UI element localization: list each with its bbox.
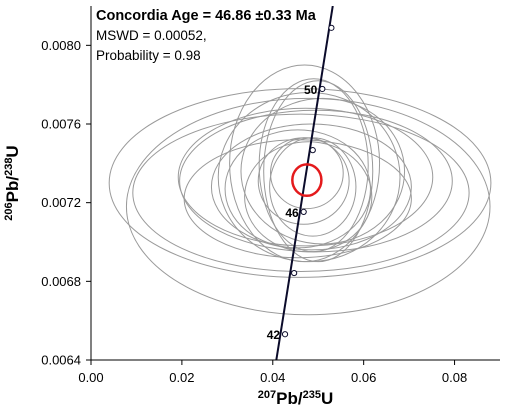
x-axis-label-sup1: 207	[258, 389, 276, 401]
error-ellipse-3	[132, 113, 470, 272]
concordia-age-text: Concordia Age = 46.86 ±0.33 Ma	[96, 8, 317, 24]
age-marker-44	[291, 269, 298, 277]
x-tick-label: 0.04	[260, 370, 285, 385]
x-tick-label: 0.08	[442, 370, 467, 385]
y-tick-label: 0.0076	[41, 117, 81, 132]
concordia-age-ellipse	[291, 163, 323, 198]
error-ellipse-2	[125, 97, 491, 316]
x-tick-label: 0.06	[351, 370, 376, 385]
concordia-curve	[275, 6, 334, 360]
y-tick-label: 0.0072	[41, 195, 81, 210]
y-axis-label-sup1: 206	[3, 202, 15, 220]
x-tick-label: 0.00	[78, 370, 103, 385]
age-label-46: 46	[285, 206, 299, 220]
y-axis-label-sup2: 238	[3, 158, 15, 176]
y-axis-label: 206Pb/238U	[3, 145, 22, 220]
labels: 42 46 50 0.00 0.02 0.04 0.06 0.08 0.0064 0.0068 0.…	[3, 8, 467, 408]
y-axis-label-tail: U	[3, 145, 22, 157]
probability-text: Probability = 0.98	[96, 48, 201, 63]
error-ellipse-7	[229, 64, 381, 263]
y-tick-label: 0.0068	[41, 274, 81, 289]
error-ellipse-1	[108, 88, 492, 278]
y-tick-label: 0.0064	[41, 353, 81, 368]
concordia-curve-layer	[275, 6, 335, 360]
age-marker-52	[328, 24, 335, 31]
x-axis-label-sup2: 235	[303, 389, 321, 401]
axes	[86, 6, 500, 365]
error-ellipse-5	[183, 139, 412, 259]
error-ellipse-9	[263, 80, 374, 263]
error-ellipse-10	[244, 141, 373, 253]
age-marker-50	[319, 85, 326, 93]
y-axis-label-base: Pb/	[3, 176, 22, 203]
age-marker-46	[300, 208, 307, 216]
x-axis-label-tail: U	[321, 389, 333, 408]
error-ellipses	[108, 64, 492, 316]
y-tick-label: 0.0080	[41, 38, 81, 53]
x-tick-label: 0.02	[169, 370, 194, 385]
age-label-42: 42	[267, 328, 281, 342]
mswd-text: MSWD = 0.00052,	[96, 28, 207, 43]
error-ellipse-14	[240, 97, 406, 245]
error-ellipse-11	[210, 123, 412, 251]
error-ellipse-17	[269, 137, 357, 237]
x-axis-label: 207Pb/235U	[258, 389, 333, 408]
error-ellipse-15	[224, 129, 371, 249]
error-ellipse-16	[177, 107, 434, 247]
age-marker-42	[281, 331, 289, 338]
age-label-50: 50	[304, 83, 318, 97]
x-axis-label-base: Pb/	[276, 389, 303, 408]
age-marker-48	[309, 147, 316, 154]
